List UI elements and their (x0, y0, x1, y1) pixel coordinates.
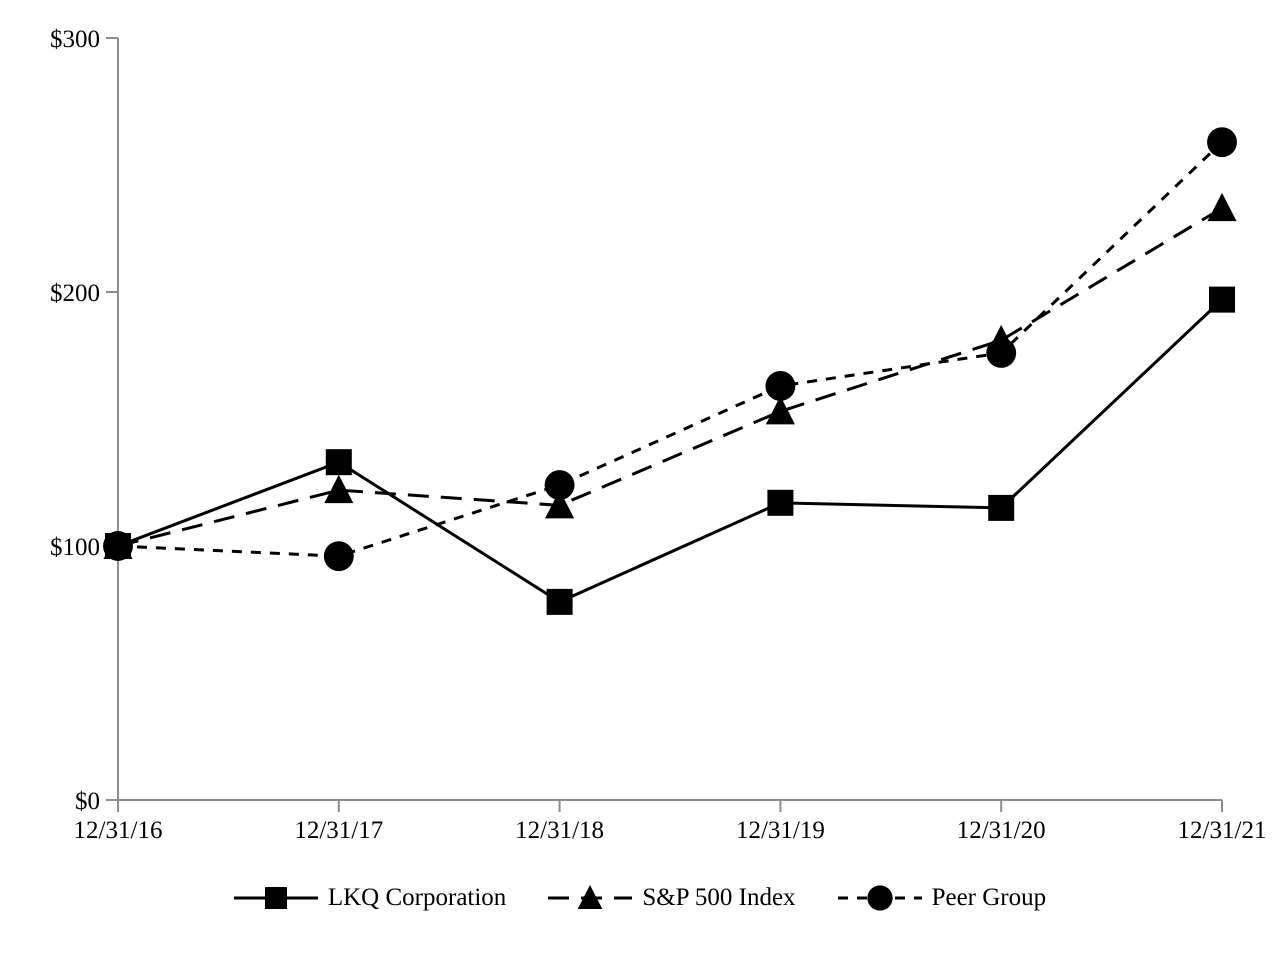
data-point-circle (544, 470, 575, 500)
data-point-circle (1207, 127, 1237, 158)
data-point-circle (765, 371, 796, 401)
x-axis-tick-label: 12/31/21 (1178, 817, 1267, 844)
data-point-square (988, 494, 1015, 521)
data-point-square (325, 449, 352, 476)
y-axis-tick-label: $100 (50, 534, 100, 561)
data-point-square (546, 588, 573, 615)
series-line-2 (117, 141, 1224, 558)
data-point-square (767, 489, 794, 516)
sp500-line-triangle-swatch (548, 885, 633, 909)
y-axis-tick-label: $200 (50, 280, 100, 307)
y-axis-tick-label: $0 (75, 788, 100, 815)
x-axis-tick-label: 12/31/18 (515, 817, 604, 844)
peer-group-line-circle-swatch (837, 885, 922, 911)
lkq-line-square-swatch (233, 887, 318, 909)
legend-item-peer-group: Peer Group (837, 881, 1047, 915)
series-line-1 (117, 206, 1223, 548)
data-point-triangle (324, 474, 354, 504)
chart-legend: LKQ Corporation S&P 500 Index Peer Group (0, 872, 1280, 924)
legend-marker-square (264, 887, 287, 909)
data-point-triangle (1207, 192, 1237, 222)
data-point-circle (986, 338, 1017, 368)
legend-label-lkq-corporation: LKQ Corporation (327, 884, 507, 911)
x-axis-tick-label: 12/31/17 (294, 817, 383, 844)
data-point-circle (323, 541, 354, 572)
x-axis-tick-label: 12/31/19 (736, 817, 825, 844)
x-axis-tick-label: 12/31/20 (957, 817, 1046, 844)
legend-item-sp500-index: S&P 500 Index (548, 881, 796, 915)
legend-item-lkq-corporation: LKQ Corporation (233, 881, 507, 915)
legend-label-sp500-index: S&P 500 Index (642, 884, 796, 911)
axes (106, 37, 1223, 812)
data-point-triangle (545, 490, 575, 519)
data-point-circle (103, 531, 133, 561)
legend-marker-triangle (577, 885, 603, 909)
series-line-0 (117, 298, 1224, 604)
x-axis-tick-label: 12/31/16 (74, 817, 163, 844)
legend-marker-circle (866, 885, 893, 911)
y-axis-tick-label: $300 (50, 26, 100, 53)
data-point-square (1209, 286, 1235, 313)
data-point-triangle (765, 396, 795, 425)
legend-label-peer-group: Peer Group (931, 884, 1047, 911)
